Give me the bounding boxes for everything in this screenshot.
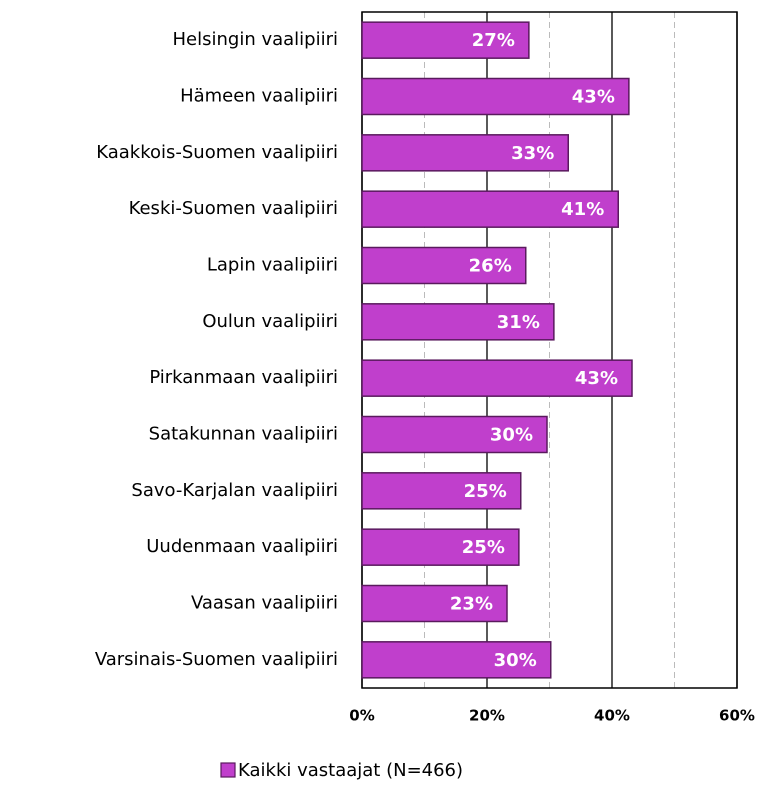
y-tick-label: Hämeen vaalipiiri	[180, 86, 338, 107]
data-label: 26%	[469, 256, 512, 277]
y-tick-label: Lapin vaalipiiri	[207, 255, 338, 276]
y-tick-label: Varsinais-Suomen vaalipiiri	[95, 649, 338, 670]
bar	[361, 415, 548, 454]
legend-swatch	[220, 762, 236, 778]
bar	[361, 303, 555, 341]
data-label: 43%	[572, 87, 615, 108]
y-tick-label: Uudenmaan vaalipiiri	[146, 536, 338, 557]
bar	[361, 528, 520, 566]
data-label: 25%	[464, 481, 507, 502]
bar	[361, 246, 527, 285]
y-tick-label: Savo-Karjalan vaalipiiri	[131, 480, 338, 501]
data-label: 33%	[511, 143, 554, 164]
bar	[361, 77, 630, 116]
bar	[361, 472, 522, 510]
data-label: 41%	[561, 199, 604, 220]
data-label: 27%	[472, 30, 515, 51]
data-label: 25%	[462, 537, 505, 558]
bar	[361, 190, 619, 228]
x-tick-label: 60%	[719, 707, 755, 725]
data-label: 30%	[494, 650, 537, 671]
data-label: 31%	[497, 312, 540, 333]
y-tick-label: Pirkanmaan vaalipiiri	[149, 367, 338, 388]
legend-label: Kaikki vastaajat (N=466)	[238, 760, 463, 781]
bar	[361, 584, 508, 623]
bar	[361, 134, 569, 172]
data-label: 30%	[490, 425, 533, 446]
bar	[361, 21, 530, 59]
x-tick-label: 20%	[469, 707, 505, 725]
y-tick-label: Vaasan vaalipiiri	[191, 593, 338, 614]
y-tick-label: Helsingin vaalipiiri	[173, 29, 339, 50]
y-tick-label: Keski-Suomen vaalipiiri	[129, 198, 338, 219]
bar	[361, 641, 552, 679]
y-tick-label: Oulun vaalipiiri	[202, 311, 338, 332]
bar	[361, 359, 633, 397]
data-label: 43%	[575, 368, 618, 389]
x-tick-label: 40%	[594, 707, 630, 725]
y-tick-label: Kaakkois-Suomen vaalipiiri	[96, 142, 338, 163]
plot-frame	[361, 11, 738, 689]
data-label: 23%	[450, 594, 493, 615]
x-tick-label: 0%	[349, 707, 374, 725]
y-tick-label: Satakunnan vaalipiiri	[149, 424, 338, 445]
